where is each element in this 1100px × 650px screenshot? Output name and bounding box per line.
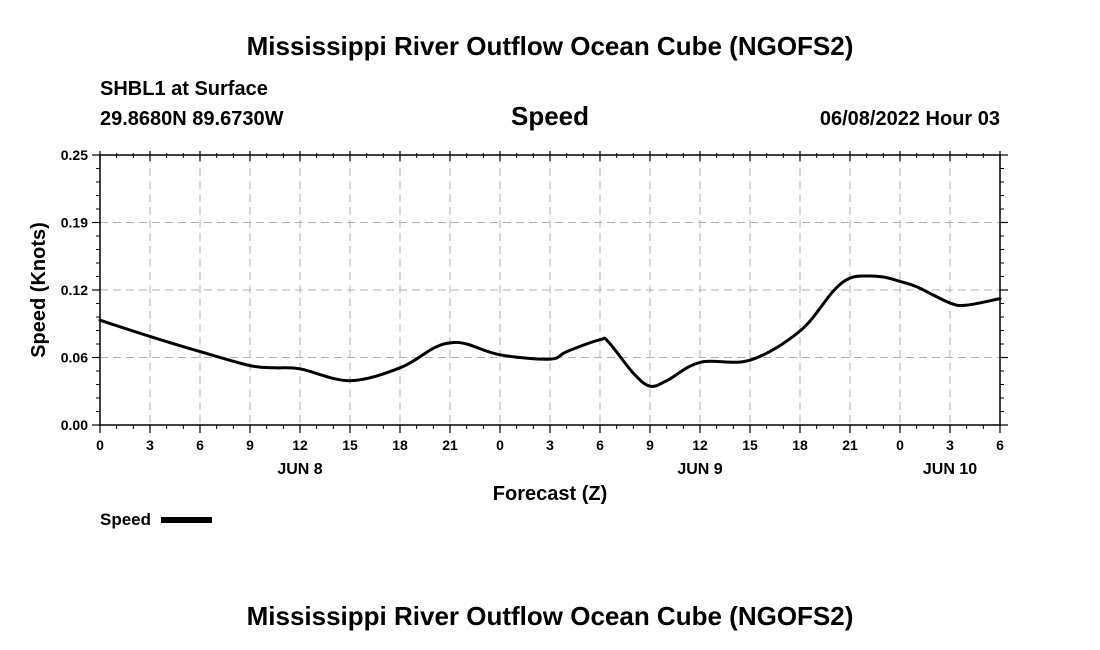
grid-lines: [100, 155, 1000, 425]
x-tick-labels: 0 3 6 9 12 15 18 21 0 3 6 9 12 15 18 21 0 3 6: [96, 437, 1004, 453]
x-axis-label: Forecast (Z): [493, 483, 607, 505]
y-tick-label: 0.06: [61, 350, 88, 366]
date-labels: JUN 8 JUN 9 JUN 10: [277, 461, 977, 478]
chart-title: Speed: [511, 101, 589, 131]
station-coords: 29.8680N 89.6730W: [100, 108, 284, 130]
y-tick-label: 0.25: [61, 147, 88, 163]
station-label: SHBL1 at Surface: [100, 78, 268, 100]
date-label: JUN 8: [277, 461, 322, 478]
y-tick-label: 0.19: [61, 215, 88, 231]
chart-super-title: Mississippi River Outflow Ocean Cube (NG…: [247, 31, 854, 61]
x-tick-label: 3: [546, 437, 554, 453]
x-tick-label: 3: [146, 437, 154, 453]
y-axis-label: Speed (Knots): [28, 222, 50, 358]
x-tick-label: 18: [392, 437, 408, 453]
speed-series-line: [98, 274, 1002, 388]
date-label: JUN 9: [677, 461, 722, 478]
x-tick-label: 21: [442, 437, 458, 453]
forecast-timestamp: 06/08/2022 Hour 03: [820, 108, 1000, 130]
x-tick-label: 0: [896, 437, 904, 453]
y-tick-label: 0.00: [61, 417, 88, 433]
axis-ticks: [92, 151, 1008, 433]
x-tick-label: 0: [96, 437, 104, 453]
x-tick-label: 9: [246, 437, 254, 453]
legend-label: Speed: [100, 510, 151, 529]
chart-super-title-bottom: Mississippi River Outflow Ocean Cube (NG…: [247, 601, 854, 631]
x-tick-label: 0: [496, 437, 504, 453]
x-tick-label: 6: [196, 437, 204, 453]
x-tick-label: 9: [646, 437, 654, 453]
y-tick-label: 0.12: [61, 282, 88, 298]
legend-swatch: [161, 517, 212, 523]
date-label: JUN 10: [923, 461, 977, 478]
x-tick-label: 21: [842, 437, 858, 453]
x-tick-label: 15: [742, 437, 758, 453]
x-tick-label: 15: [342, 437, 358, 453]
x-tick-label: 12: [292, 437, 308, 453]
x-tick-label: 6: [996, 437, 1004, 453]
x-tick-label: 12: [692, 437, 708, 453]
x-tick-label: 18: [792, 437, 808, 453]
x-tick-label: 6: [596, 437, 604, 453]
y-tick-labels: 0.00 0.06 0.12 0.19 0.25: [61, 147, 88, 433]
x-tick-label: 3: [946, 437, 954, 453]
